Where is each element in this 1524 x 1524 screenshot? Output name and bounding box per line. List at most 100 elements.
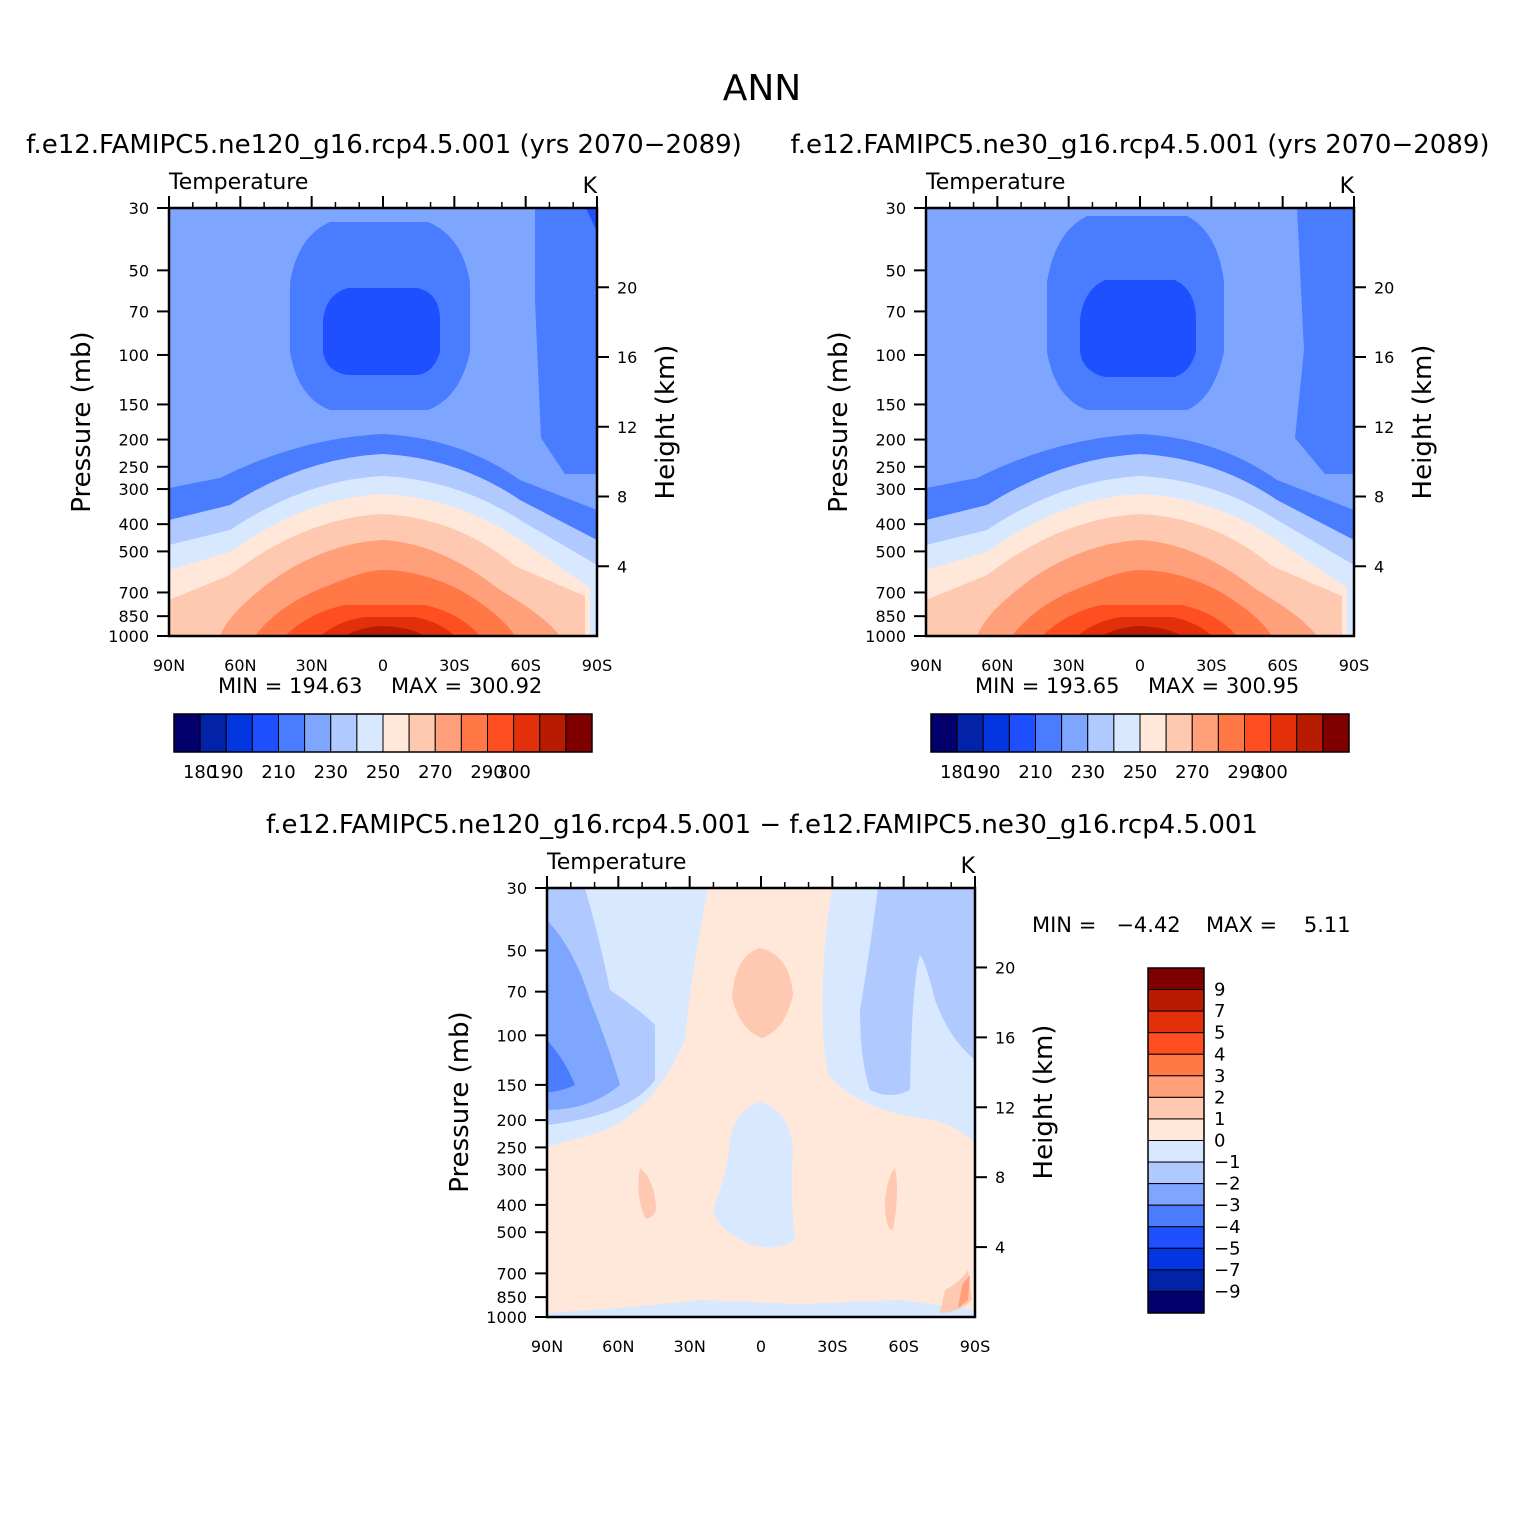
- colorbar-swatch: [1165, 713, 1193, 753]
- x-tick-label: 90S: [582, 656, 613, 675]
- y-tick-label: 100: [496, 1026, 527, 1045]
- y-tick-label: 1000: [486, 1308, 527, 1327]
- x-tick-label: 60S: [510, 656, 541, 675]
- y-tick-label: 50: [507, 941, 527, 960]
- panel-diff-axes: 90N 60N 30N 0 30S 60S 90S 30 50 70 100 150 200 250 300…: [486, 876, 1015, 1356]
- panel-diff-ylabel: Pressure (mb): [445, 1011, 475, 1192]
- colorbar-tick-label: 290: [1227, 762, 1261, 783]
- colorbar-swatch: [1147, 1118, 1205, 1141]
- x-tick-label: 90S: [1339, 656, 1370, 675]
- contour-band: [535, 208, 597, 474]
- colorbar-tick-label: 250: [366, 762, 400, 783]
- colorbar-swatch: [1087, 713, 1115, 753]
- y-height-label: 20: [617, 278, 637, 297]
- y-height-label: 12: [617, 418, 637, 437]
- y-tick-label: 250: [496, 1138, 527, 1157]
- y-tick-label: 1000: [108, 627, 149, 646]
- colorbar-tick-label: −2: [1214, 1174, 1241, 1195]
- y-tick-label: 250: [875, 458, 906, 477]
- colorbar-tick-label: −5: [1214, 1238, 1241, 1259]
- contour-band: [547, 920, 620, 1110]
- colorbar-tick-label: 190: [209, 762, 243, 783]
- colorbar-swatch: [304, 713, 332, 753]
- y-tick-label: 150: [875, 395, 906, 414]
- colorbar-swatch: [251, 713, 279, 753]
- contour-band: [713, 1102, 795, 1248]
- contour-band: [1080, 280, 1196, 377]
- colorbar-swatch: [1147, 1247, 1205, 1271]
- y-tick-label: 700: [875, 583, 906, 602]
- colorbar-swatch: [539, 713, 567, 753]
- panel-diff-ylabel-right: Height (km): [1029, 1025, 1059, 1180]
- y-height-label: 20: [995, 958, 1015, 977]
- panel-1-variable: Temperature: [168, 170, 308, 195]
- colorbar-tick-label: 1: [1214, 1109, 1225, 1130]
- colorbar-tick-label: 9: [1214, 980, 1225, 1001]
- x-tick-label: 60S: [1267, 656, 1298, 675]
- y-tick-label: 70: [886, 302, 906, 321]
- x-tick-label: 90N: [153, 656, 185, 675]
- colorbar-swatch: [1139, 713, 1167, 753]
- colorbar-swatch: [982, 713, 1010, 753]
- y-tick-label: 300: [118, 480, 149, 499]
- y-tick-label: 100: [118, 346, 149, 365]
- y-tick-label: 400: [875, 515, 906, 534]
- panel-2-ylabel-right: Height (km): [1408, 345, 1438, 500]
- panel-1-axes: 90N 60N 30N 0 30S 60S 90S 30 50 70 100 150 200 250 300…: [108, 196, 637, 675]
- panel-diff-variable: Temperature: [546, 850, 686, 875]
- colorbar-swatch: [1296, 713, 1324, 753]
- colorbar-tick-label: 180: [183, 762, 217, 783]
- figure-title: ANN: [723, 68, 802, 109]
- x-tick-label: 30S: [439, 656, 470, 675]
- contour-band: [732, 948, 793, 1038]
- contour-band: [885, 1168, 898, 1230]
- colorbar-swatch: [1061, 713, 1089, 753]
- colorbar-swatch: [1147, 1161, 1205, 1185]
- y-tick-label: 30: [507, 879, 527, 898]
- y-tick-label: 1000: [865, 627, 906, 646]
- colorbar-swatch: [173, 713, 201, 753]
- panel-1-title: f.e12.FAMIPC5.ne120_g16.rcp4.5.001 (yrs …: [26, 130, 742, 160]
- y-height-label: 4: [995, 1238, 1005, 1257]
- colorbar-swatch: [1035, 713, 1063, 753]
- colorbar-tick-label: 190: [966, 762, 1000, 783]
- colorbar-tick-label: 230: [314, 762, 348, 783]
- y-tick-label: 50: [886, 261, 906, 280]
- y-tick-label: 70: [507, 983, 527, 1002]
- colorbar-tick-label: 2: [1214, 1087, 1225, 1108]
- colorbar-tick-label: 270: [418, 762, 452, 783]
- panel-1-max-label: MAX = 300.92: [391, 674, 542, 698]
- y-height-label: 4: [617, 557, 627, 576]
- colorbar-swatch: [1147, 1032, 1205, 1055]
- y-tick-label: 500: [875, 542, 906, 561]
- colorbar-tick-label: −3: [1214, 1195, 1241, 1216]
- contour-band: [345, 626, 425, 636]
- colorbar-tick-label: 250: [1123, 762, 1157, 783]
- x-tick-label: 30S: [817, 1337, 848, 1356]
- panel-diff-max-label: MAX = 5.11: [1206, 913, 1351, 937]
- y-tick-label: 500: [496, 1223, 527, 1242]
- panel-2-units: K: [1340, 174, 1355, 199]
- colorbar-swatch: [1147, 1290, 1205, 1314]
- x-tick-label: 0: [378, 656, 388, 675]
- colorbar-swatch: [956, 713, 984, 753]
- x-tick-label: 30N: [296, 656, 328, 675]
- panel-2-title: f.e12.FAMIPC5.ne30_g16.rcp4.5.001 (yrs 2…: [790, 130, 1489, 160]
- colorbar-swatch: [199, 713, 227, 753]
- y-tick-label: 300: [496, 1161, 527, 1180]
- x-tick-label: 90N: [531, 1337, 563, 1356]
- panel-2-contours: [926, 208, 1354, 636]
- panel-1-min-label: MIN = 194.63: [218, 674, 362, 698]
- y-tick-label: 850: [118, 607, 149, 626]
- y-height-label: 16: [995, 1028, 1015, 1047]
- colorbar-tick-label: 210: [1018, 762, 1052, 783]
- colorbar-tick-label: −4: [1214, 1217, 1241, 1238]
- colorbar-tick-label: −9: [1214, 1281, 1241, 1302]
- colorbar-swatch: [487, 713, 515, 753]
- panel-1: f.e12.FAMIPC5.ne120_g16.rcp4.5.001 (yrs …: [26, 130, 742, 783]
- y-height-label: 8: [617, 488, 627, 507]
- colorbar-swatch: [408, 713, 436, 753]
- y-tick-label: 250: [118, 458, 149, 477]
- y-height-label: 16: [1374, 348, 1394, 367]
